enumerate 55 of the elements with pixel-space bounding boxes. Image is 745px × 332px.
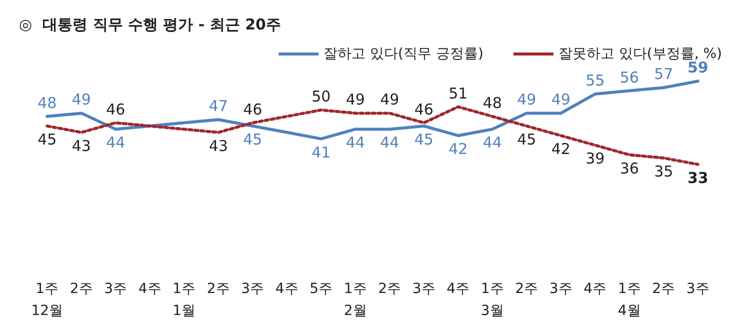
x-tick-label: 2주: [206, 281, 230, 297]
data-label: 45: [414, 130, 434, 148]
data-label: 46: [243, 100, 262, 118]
x-tick-label: 4주: [275, 281, 298, 297]
data-label: 36: [620, 159, 639, 178]
data-label: 47: [208, 97, 228, 116]
data-label: 49: [72, 90, 91, 109]
data-label: 48: [482, 94, 502, 112]
data-label: 43: [72, 136, 91, 155]
x-tick-label: 3주: [241, 281, 264, 297]
x-tick-label: 3주: [549, 281, 572, 297]
x-tick-label: 1주 1월: [172, 281, 196, 319]
data-label: 51: [448, 84, 468, 102]
data-label: 44: [380, 134, 400, 152]
x-tick-label: 2주: [378, 281, 402, 297]
data-label: 39: [586, 150, 605, 168]
data-label: 45: [517, 130, 536, 148]
data-label: 49: [517, 90, 536, 109]
x-tick-label: 3주: [104, 281, 128, 297]
chart-title: ◎ 대통령 직무 수행 평가 - 최근 20주: [19, 16, 281, 34]
x-tick-label: 1주 12월: [31, 281, 64, 319]
data-label: 55: [586, 72, 605, 90]
data-label: 44: [106, 134, 126, 152]
x-tick-label: 4주: [584, 281, 607, 297]
data-label: 49: [380, 90, 400, 109]
data-label: 50: [312, 88, 331, 106]
x-tick-label: 1주 3월: [480, 281, 504, 319]
data-label: 35: [654, 162, 674, 180]
x-tick-label: 4주: [138, 281, 162, 297]
data-label: 49: [551, 90, 570, 109]
x-tick-label: 2주: [652, 281, 676, 297]
data-label: 41: [312, 143, 331, 162]
data-label: 45: [38, 130, 57, 148]
x-tick-label: 3주: [412, 281, 436, 297]
data-label: 43: [208, 136, 228, 155]
data-label: 49: [346, 90, 365, 109]
x-tick-label: 1주 4월: [618, 281, 641, 319]
data-label: 56: [620, 68, 639, 86]
x-tick-label: 1주 2월: [344, 281, 367, 319]
data-label: 57: [654, 65, 674, 84]
data-label: 33: [687, 168, 708, 187]
data-label: 42: [551, 140, 570, 158]
data-label: 48: [38, 94, 57, 112]
data-label: 46: [106, 100, 126, 118]
x-tick-label: 3주: [686, 281, 710, 297]
data-label: 44: [482, 134, 502, 152]
data-label: 46: [414, 100, 434, 118]
data-label: 45: [243, 130, 262, 148]
x-tick-label: 2주: [70, 281, 93, 297]
legend-label: 잘하고 있다(직무 긍정률): [324, 46, 484, 62]
x-tick-label: 2주: [515, 281, 538, 297]
data-label: 44: [346, 134, 365, 152]
data-label: 42: [448, 140, 468, 158]
x-tick-label: 4주: [446, 281, 470, 297]
x-tick-label: 5주: [310, 281, 333, 297]
